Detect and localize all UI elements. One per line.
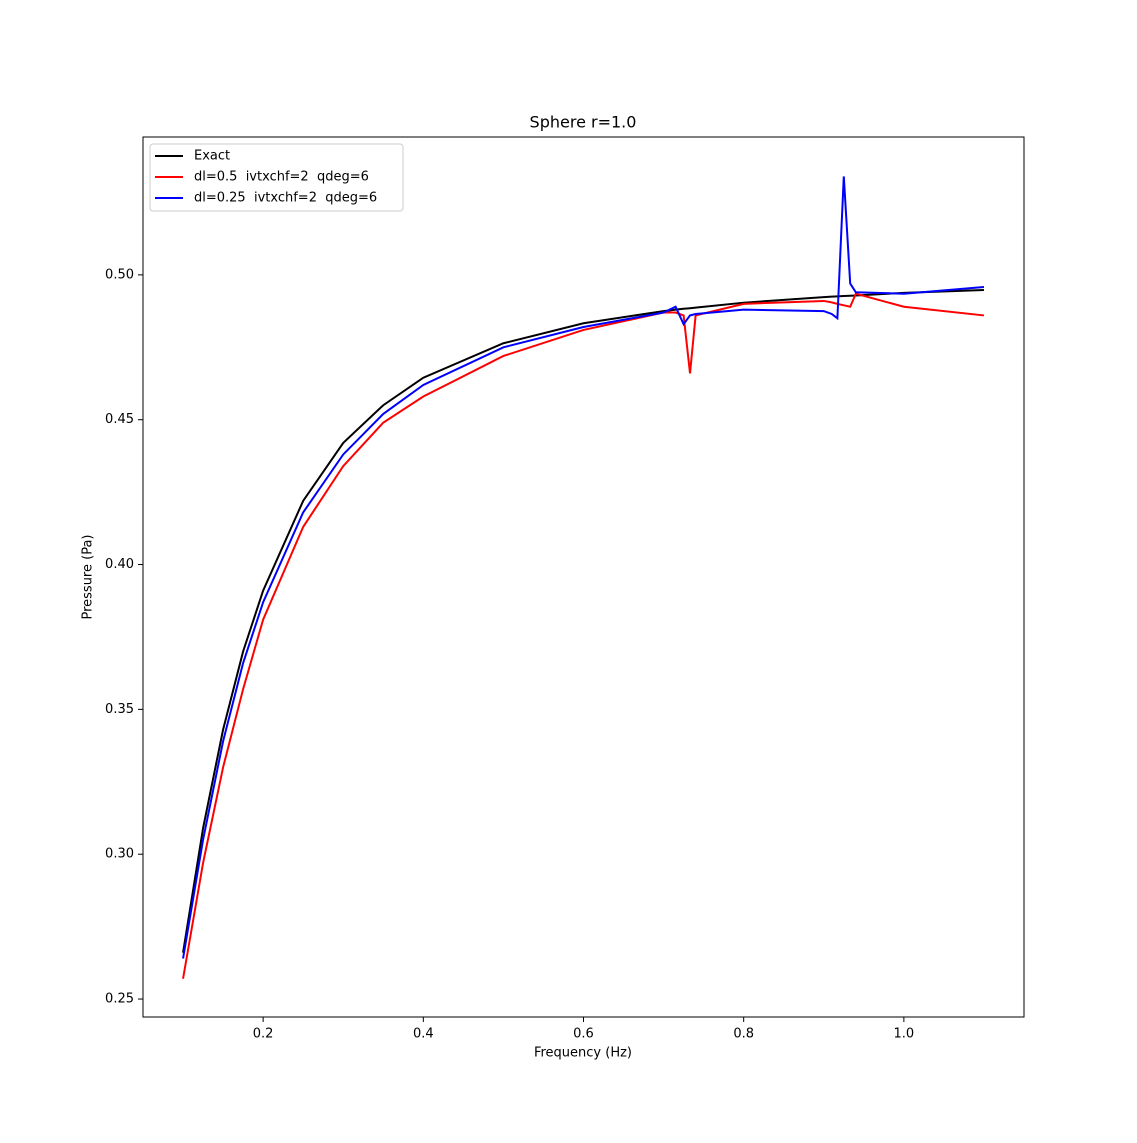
x-tick-label: 0.8 — [733, 1027, 754, 1042]
y-tick-label: 0.50 — [105, 267, 134, 282]
y-tick-label: 0.40 — [105, 557, 134, 572]
series-line — [182, 288, 984, 953]
plot-frame — [142, 136, 1025, 1018]
y-axis-label: Pressure (Pa) — [81, 534, 96, 619]
y-tick-label: 0.35 — [105, 702, 134, 717]
series-line — [182, 176, 985, 959]
legend-label: Exact — [194, 149, 230, 164]
legend-label: dl=0.25 ivtxchf=2 qdeg=6 — [194, 191, 377, 206]
y-tick-label: 0.25 — [105, 992, 134, 1007]
x-tick-label: 1.0 — [894, 1027, 915, 1042]
x-tick-label: 0.6 — [573, 1027, 594, 1042]
legend-box — [149, 143, 404, 212]
y-tick-label: 0.30 — [105, 847, 134, 862]
legend-label: dl=0.5 ivtxchf=2 qdeg=6 — [194, 170, 369, 185]
x-tick-label: 0.4 — [413, 1027, 434, 1042]
y-tick-label: 0.45 — [105, 412, 134, 427]
x-tick-label: 0.2 — [253, 1027, 274, 1042]
chart-title: Sphere r=1.0 — [530, 113, 637, 132]
x-axis-label: Frequency (Hz) — [534, 1046, 632, 1061]
series-line — [182, 292, 985, 979]
